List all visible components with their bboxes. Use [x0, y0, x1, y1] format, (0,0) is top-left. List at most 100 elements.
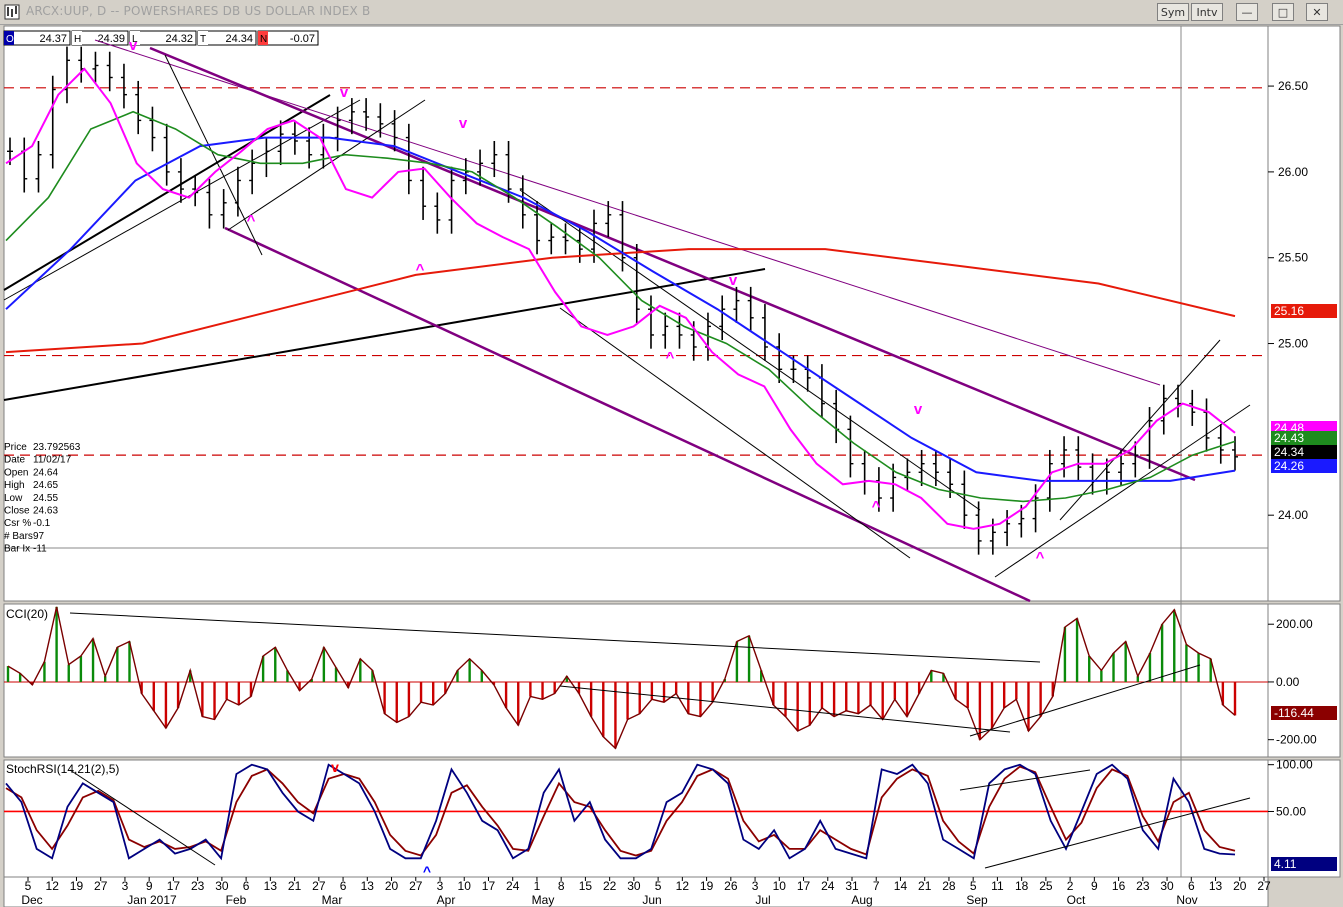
quote-field-tag-1 — [72, 31, 82, 45]
quote-label-2: L — [132, 34, 138, 45]
time-tick-label: 11 — [991, 879, 1004, 893]
cci-trend-2 — [969, 664, 1201, 737]
info-value: 24.55 — [33, 493, 58, 504]
month-label: Sep — [966, 893, 988, 907]
stoch-value-box — [1271, 857, 1337, 871]
minimize-icon: — — [1241, 6, 1253, 19]
time-tick-label: 9 — [1091, 879, 1098, 893]
price-tick-label: 24.00 — [1278, 508, 1308, 522]
quote-label-0: O — [6, 34, 14, 45]
trend-line-9 — [519, 189, 981, 511]
stoch-trough-marker: ^ — [423, 863, 431, 879]
price-label-text: 25.16 — [1274, 304, 1304, 318]
trough-marker-1: ^ — [416, 261, 425, 278]
quote-value-1: 24.39 — [97, 33, 125, 45]
trough-marker-2: ^ — [666, 349, 675, 366]
info-label: Bar Ix — [4, 544, 30, 555]
time-tick-label: 12 — [46, 879, 60, 893]
time-tick-label: 27 — [409, 879, 423, 893]
peak-marker-2: v — [459, 115, 468, 132]
time-tick-label: 27 — [312, 879, 326, 893]
trough-marker-3: ^ — [872, 498, 881, 515]
trend-line-5 — [94, 39, 1161, 386]
time-tick-label: 3 — [752, 879, 759, 893]
time-tick-label: 19 — [700, 879, 714, 893]
stoch-trend-1 — [984, 797, 1251, 869]
quote-field-tag-4 — [258, 31, 268, 45]
time-tick-label: 20 — [1233, 879, 1247, 893]
info-value: 23.792563 — [33, 442, 81, 453]
month-label: Jun — [642, 893, 661, 907]
time-tick-label: 28 — [942, 879, 956, 893]
time-tick-label: 9 — [146, 879, 153, 893]
maximize-button[interactable]: □ — [1272, 3, 1294, 21]
time-tick-label: 5 — [25, 879, 32, 893]
time-tick-label: 17 — [482, 879, 496, 893]
time-tick-label: 27 — [94, 879, 108, 893]
time-tick-label: 30 — [215, 879, 229, 893]
window-title: ARCX:UUP, D -- POWERSHARES DB US DOLLAR … — [26, 4, 371, 18]
price-tick-label: 25.50 — [1278, 251, 1308, 265]
info-value: 24.65 — [33, 480, 58, 491]
price-tick-label: 26.50 — [1278, 79, 1308, 93]
time-tick-label: 13 — [1209, 879, 1223, 893]
quote-label-3: T — [200, 34, 206, 45]
chart-app-icon — [4, 4, 20, 20]
time-tick-label: 24 — [506, 879, 520, 893]
stoch-main-line — [5, 763, 1236, 861]
close-icon: ✕ — [1312, 6, 1322, 19]
peak-marker-4: v — [914, 401, 923, 418]
peak-marker-3: v — [729, 272, 738, 289]
cci-value-text: -116.44 — [1274, 706, 1314, 720]
price-tick-label: 26.00 — [1278, 165, 1308, 179]
stoch-peak-marker: v — [331, 759, 339, 775]
quote-value-2: 24.32 — [165, 33, 193, 45]
trend-line-7 — [227, 99, 426, 231]
cci-trend-1 — [559, 685, 1011, 733]
month-label: Jul — [755, 893, 770, 907]
trend-line-8 — [559, 307, 911, 559]
month-label: Dec — [21, 893, 42, 907]
quote-field-tag-0 — [4, 31, 14, 45]
time-tick-label: 26 — [724, 879, 738, 893]
ma-red-line — [5, 248, 1236, 354]
price-label-box — [1271, 459, 1337, 473]
minimize-button[interactable]: — — [1236, 3, 1258, 21]
time-tick-label: 12 — [676, 879, 690, 893]
stoch-value-text: 4.11 — [1274, 857, 1297, 871]
maximize-icon: □ — [1277, 6, 1289, 19]
month-label: Oct — [1067, 893, 1086, 907]
cci-title: CCI(20) — [6, 607, 48, 621]
time-tick-label: 18 — [1015, 879, 1029, 893]
time-tick-label: 5 — [970, 879, 977, 893]
trend-line-10 — [994, 404, 1251, 578]
time-tick-label: 30 — [1160, 879, 1174, 893]
time-tick-label: 6 — [243, 879, 250, 893]
month-label: Aug — [851, 893, 872, 907]
close-button[interactable]: ✕ — [1306, 3, 1328, 21]
time-tick-label: 24 — [821, 879, 835, 893]
time-tick-label: 8 — [558, 879, 565, 893]
cci-tick-label: 200.00 — [1276, 617, 1313, 631]
info-label: # Bars — [4, 531, 33, 542]
info-label: Date — [4, 455, 26, 466]
time-tick-label: 25 — [1039, 879, 1053, 893]
intv-button[interactable]: Intv — [1191, 3, 1223, 21]
sym-button[interactable]: Sym — [1157, 3, 1189, 21]
time-tick-label: 17 — [167, 879, 181, 893]
stoch-title: StochRSI(14,21(2),5) — [6, 762, 119, 776]
time-tick-label: 23 — [1136, 879, 1150, 893]
time-tick-label: 19 — [70, 879, 84, 893]
trend-line-4 — [149, 46, 1196, 482]
stoch-trend-2 — [69, 769, 216, 866]
time-tick-label: 3 — [437, 879, 444, 893]
price-label-box — [1271, 431, 1337, 445]
cci-pane — [3, 603, 1269, 758]
trend-line-6 — [164, 54, 263, 256]
quote-field-tag-2 — [130, 31, 140, 45]
info-label: Open — [4, 467, 28, 478]
time-tick-label: 15 — [579, 879, 593, 893]
info-value: 97 — [33, 531, 45, 542]
info-label: Csr % — [4, 518, 31, 529]
